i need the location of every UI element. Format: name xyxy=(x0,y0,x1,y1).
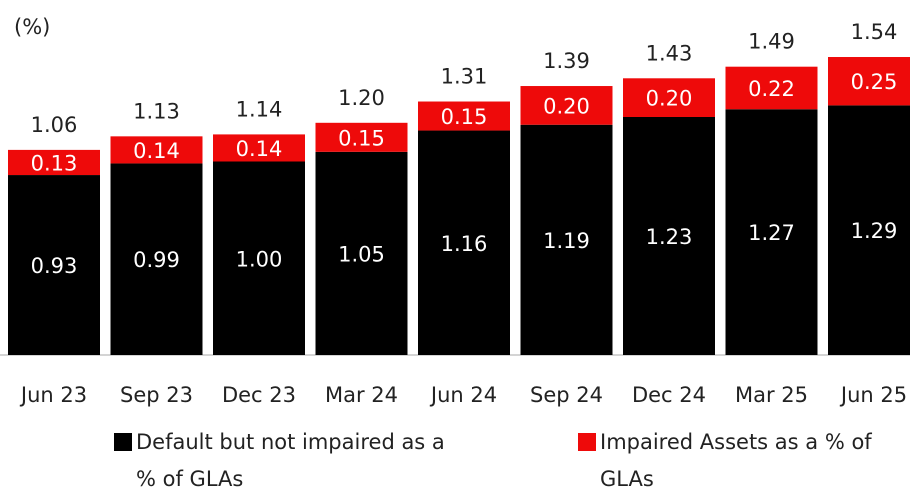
x-tick-label: Mar 24 xyxy=(325,383,398,407)
total-label: 1.06 xyxy=(31,113,78,137)
value-label: 1.16 xyxy=(441,232,488,256)
x-tick-label: Dec 23 xyxy=(222,383,296,407)
value-label: 0.15 xyxy=(441,105,488,129)
total-label: 1.54 xyxy=(851,20,898,44)
value-label: 0.99 xyxy=(133,248,180,272)
value-label: 0.20 xyxy=(646,87,693,111)
x-tick-label: Sep 24 xyxy=(530,383,603,407)
value-label: 1.05 xyxy=(338,242,385,266)
bar-segment xyxy=(520,86,613,125)
bar-segment xyxy=(110,163,203,355)
legend-swatch xyxy=(578,433,596,451)
x-tick-label: Jun 24 xyxy=(429,383,497,407)
bar-segment xyxy=(520,124,613,355)
value-label: 0.20 xyxy=(543,94,590,118)
bar-segment xyxy=(315,151,408,355)
bar-segment xyxy=(213,134,305,162)
value-label: 1.27 xyxy=(748,221,795,245)
value-label: 1.00 xyxy=(236,247,283,271)
bar-segment xyxy=(8,175,100,355)
bar-segment xyxy=(315,122,408,152)
value-label: 0.93 xyxy=(31,254,78,278)
bar-segment xyxy=(725,109,818,355)
total-label: 1.31 xyxy=(441,65,488,89)
value-label: 0.14 xyxy=(236,137,283,161)
bar-segment xyxy=(623,78,715,117)
bar-segment xyxy=(828,57,910,106)
bar-segment xyxy=(623,116,715,356)
x-tick-label: Dec 24 xyxy=(632,383,706,407)
legend-item: Default but not impaired as a % of GLAs xyxy=(114,424,456,490)
total-label: 1.49 xyxy=(748,30,795,54)
bar-segment xyxy=(8,149,100,176)
total-label: 1.13 xyxy=(133,99,180,123)
value-label: 0.22 xyxy=(748,77,795,101)
bar-segment xyxy=(828,105,910,355)
x-tick-label: Sep 23 xyxy=(120,383,193,407)
value-label: 0.14 xyxy=(133,139,180,163)
x-tick-label: Jun 23 xyxy=(19,383,87,407)
total-label: 1.39 xyxy=(543,49,590,73)
bar-segment xyxy=(110,136,203,164)
x-tick-label: Jun 25 xyxy=(839,383,907,407)
legend-label: Default but not impaired as a % of GLAs xyxy=(136,430,445,490)
x-tick-label: Mar 25 xyxy=(735,383,808,407)
value-label: 0.13 xyxy=(31,151,78,175)
bar-segment xyxy=(213,161,305,355)
legend-label: Impaired Assets as a % of GLAs xyxy=(600,430,872,490)
value-label: 0.15 xyxy=(338,126,385,150)
bar-segment xyxy=(725,66,818,110)
total-label: 1.20 xyxy=(338,86,385,110)
total-label: 1.43 xyxy=(646,41,693,65)
value-label: 0.25 xyxy=(851,70,898,94)
legend-item: Impaired Assets as a % of GLAs xyxy=(578,424,910,490)
legend-swatch xyxy=(114,433,132,451)
plot: (%) 0.93 0.13 1.06 Jun 23 0.99 0.14 1.13 Sep 23… xyxy=(0,15,910,407)
bar-segment xyxy=(418,101,510,131)
y-unit-label: (%) xyxy=(14,15,50,39)
total-label: 1.14 xyxy=(236,97,283,121)
value-label: 1.23 xyxy=(646,225,693,249)
value-label: 1.19 xyxy=(543,229,590,253)
value-label: 1.29 xyxy=(851,219,898,243)
bar-segment xyxy=(418,130,510,355)
